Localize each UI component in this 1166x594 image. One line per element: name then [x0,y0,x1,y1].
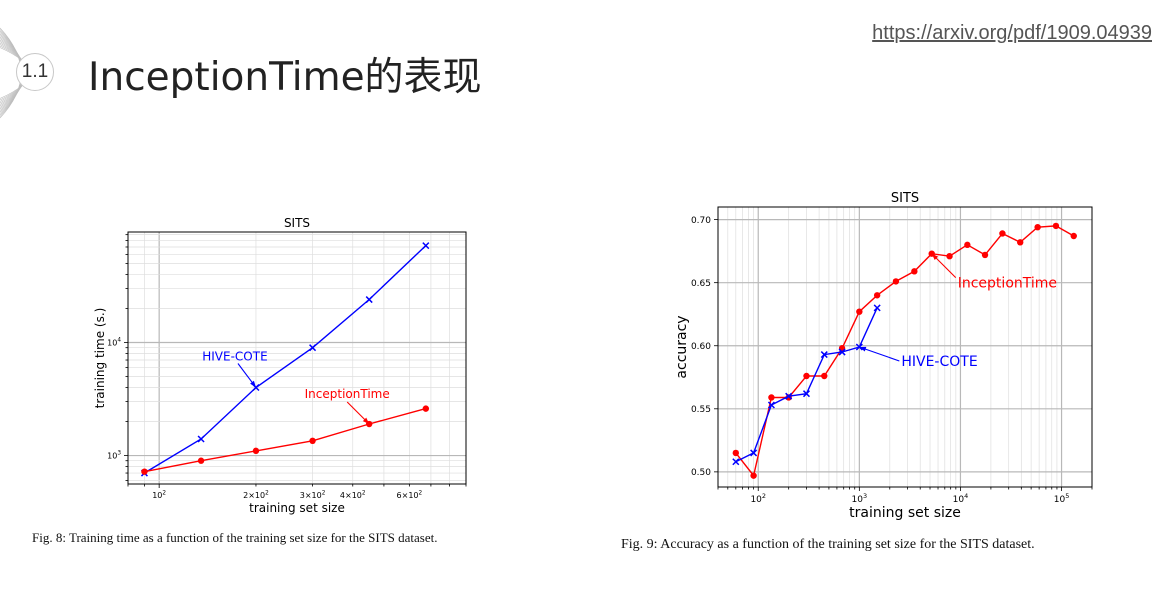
figure-9-caption: Fig. 9: Accuracy as a function of the tr… [621,537,1035,552]
annotation-label: InceptionTime [958,276,1057,292]
data-point [1052,222,1060,230]
x-tick-label: 3×102 [300,490,326,500]
figure-8-chart: 102 2×102 3×102 4×102 6×102 103 104 SITS trainin… [93,216,467,515]
data-point [873,292,881,299]
annotation-label: HIVE-COTE [202,349,267,363]
y-tick-label: 0.50 [691,468,711,478]
y-tick-label: 0.65 [691,279,711,289]
slide-title: InceptionTime的表现 [88,55,482,100]
data-point [820,351,828,359]
series-line [144,407,426,473]
chart-title: SITS [891,191,919,206]
data-point [750,449,758,457]
x-tick-label: 102 [152,490,166,500]
x-tick-label: 2×102 [243,490,269,500]
data-point [1070,232,1077,240]
annotation-arrowhead [362,417,370,425]
data-point [999,230,1006,237]
data-point [768,394,775,401]
data-point [873,304,881,312]
annotation-arrowhead [859,346,867,352]
data-point [422,242,430,250]
data-point [252,447,260,455]
data-point [964,241,971,249]
x-tick-label: 102 [750,492,766,505]
x-tick-label: 104 [953,492,969,505]
annotation-arrowhead [250,380,256,388]
y-axis-label: accuracy [674,315,690,378]
annotation-arrowhead [931,253,939,261]
y-tick-label: 0.70 [691,216,711,226]
data-point [946,252,953,260]
x-tick-label: 105 [1054,492,1070,505]
annotation-arrow [859,346,900,362]
data-point [732,449,740,457]
data-point [1034,223,1041,231]
figure-9-chart: 102 103 104 105 0.50 0.55 0.60 0.65 0.70 SITS trai… [674,191,1093,521]
x-axis-label: training set size [849,505,961,521]
y-tick-label: 0.55 [691,405,711,415]
data-point [911,268,918,275]
chart-title: SITS [284,216,310,230]
figure-8-caption: Fig. 8: Training time as a function of t… [32,530,438,545]
data-point [732,458,740,466]
data-point [422,405,430,412]
data-point [750,472,757,479]
plot-frame [127,231,467,485]
data-point [821,372,828,380]
section-number-badge: 1.1 [16,53,54,91]
section-number: 1.1 [21,61,49,82]
data-point [197,457,205,464]
source-link[interactable]: https://arxiv.org/pdf/1909.04939 [872,22,1152,44]
y-tick-label: 0.60 [691,342,711,352]
data-point [838,348,846,356]
y-tick-label: 103 [107,451,121,461]
data-point [892,278,900,285]
plot-frame [717,206,1093,488]
data-point [981,251,989,259]
data-point [856,308,863,315]
annotation-label: HIVE-COTE [901,354,977,370]
series-line [144,245,427,474]
data-point [802,390,811,398]
data-point [141,468,148,475]
data-point [309,437,316,445]
data-point [803,372,810,380]
y-axis-label: training time (s.) [93,308,107,409]
x-tick-label: 4×102 [340,490,366,500]
data-point [365,296,373,304]
annotation-label: InceptionTime [305,387,390,401]
x-tick-label: 103 [852,492,868,505]
data-point [1017,239,1024,246]
y-tick-label: 104 [107,338,121,348]
x-tick-label: 6×102 [397,490,423,500]
data-point [197,435,205,443]
x-axis-label: training set size [249,501,345,515]
data-point [767,401,775,409]
data-point [309,344,317,352]
series-line [735,225,1075,478]
data-point [785,392,793,400]
